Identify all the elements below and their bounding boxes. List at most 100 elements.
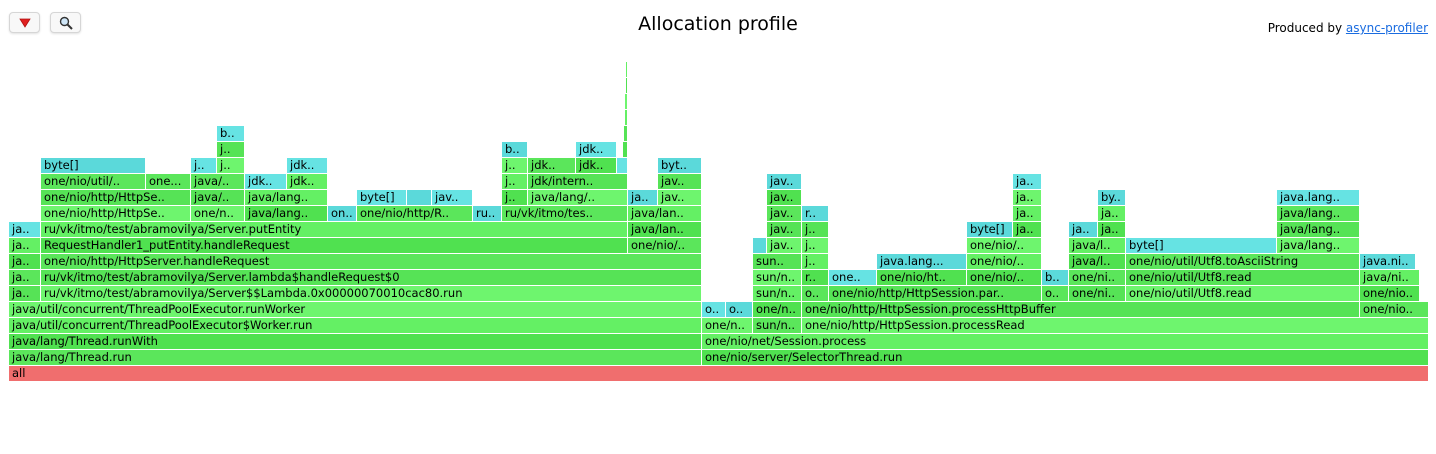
frame[interactable]: RequestHandler1_putEntity.handleRequest xyxy=(41,238,628,253)
frame-allocation[interactable]: ru.. xyxy=(473,206,502,221)
async-profiler-link[interactable]: async-profiler xyxy=(1345,21,1428,35)
frame[interactable]: java/lang.. xyxy=(245,190,328,205)
frame[interactable]: jav.. xyxy=(767,190,802,205)
frame[interactable]: ja.. xyxy=(9,270,41,285)
reverse-button[interactable] xyxy=(9,12,40,33)
frame-allocation[interactable] xyxy=(617,158,628,173)
frame[interactable] xyxy=(626,62,628,77)
frame[interactable]: one/nio/http/HttpSession.par.. xyxy=(829,286,1042,301)
frame[interactable]: one/nio/http/HttpSession.processHttpBuff… xyxy=(802,302,1360,317)
frame[interactable] xyxy=(623,142,628,157)
frame[interactable]: sun/n.. xyxy=(753,318,802,333)
frame[interactable]: java/ni.. xyxy=(1360,270,1420,285)
frame-allocation[interactable]: b.. xyxy=(217,126,245,141)
frame[interactable]: java/lang/.. xyxy=(528,190,628,205)
frame-allocation[interactable]: java.lang... xyxy=(877,254,967,269)
frame[interactable]: sun/n.. xyxy=(753,270,802,285)
frame-allocation[interactable]: jav.. xyxy=(767,174,802,189)
frame[interactable]: one/n.. xyxy=(702,318,753,333)
frame[interactable]: one/nio/net/Session.process xyxy=(702,334,1429,349)
frame[interactable]: one/nio/util/Utf8.read xyxy=(1126,270,1360,285)
frame[interactable]: one/n.. xyxy=(191,206,245,221)
frame[interactable]: one/nio/http/HttpServer.handleRequest xyxy=(41,254,702,269)
frame[interactable]: ja.. xyxy=(9,238,41,253)
frame-allocation[interactable]: b.. xyxy=(1042,270,1069,285)
frame[interactable]: jdk/intern.. xyxy=(528,174,628,189)
frame[interactable]: one/nio/.. xyxy=(967,238,1042,253)
frame-allocation[interactable]: byte[] xyxy=(41,158,146,173)
frame-allocation[interactable]: jdk.. xyxy=(287,158,328,173)
frame[interactable]: one/nio/.. xyxy=(628,238,702,253)
frame[interactable]: one/nio/util/.. xyxy=(41,174,146,189)
frame[interactable]: java/.. xyxy=(191,190,245,205)
frame-allocation[interactable]: ja.. xyxy=(1013,174,1042,189)
frame[interactable]: ja.. xyxy=(9,286,41,301)
frame[interactable]: one/nio/http/R.. xyxy=(357,206,473,221)
frame[interactable]: ja.. xyxy=(1013,190,1042,205)
search-button[interactable] xyxy=(50,12,81,33)
frame[interactable]: java/lang/Thread.runWith xyxy=(9,334,702,349)
frame[interactable]: jav.. xyxy=(767,206,802,221)
frame[interactable]: jav.. xyxy=(658,174,702,189)
frame[interactable]: java/lang.. xyxy=(245,206,328,221)
frame[interactable]: java/lan.. xyxy=(628,206,702,221)
frame[interactable]: one/n.. xyxy=(753,302,802,317)
frame[interactable]: one/nio/.. xyxy=(967,254,1042,269)
frame[interactable]: one/nio.. xyxy=(1360,302,1429,317)
frame[interactable]: java/lang/Thread.run xyxy=(9,350,702,365)
frame[interactable]: j.. xyxy=(217,158,245,173)
frame-allocation[interactable]: java.ni.. xyxy=(1360,254,1416,269)
frame-allocation[interactable]: byte[] xyxy=(1126,238,1277,253)
frame[interactable]: one/nio/util/Utf8.read xyxy=(1126,286,1360,301)
frame[interactable] xyxy=(626,78,628,93)
frame[interactable]: java/.. xyxy=(191,174,245,189)
frame[interactable]: java/util/concurrent/ThreadPoolExecutor.… xyxy=(9,302,702,317)
frame-allocation[interactable]: by.. xyxy=(1098,190,1126,205)
frame[interactable]: j.. xyxy=(502,174,528,189)
frame[interactable]: java/lang.. xyxy=(1277,206,1360,221)
frame[interactable]: j.. xyxy=(802,254,829,269)
frame-allocation[interactable]: b.. xyxy=(502,142,528,157)
frame[interactable]: one/nio/http/HttpSe.. xyxy=(41,206,191,221)
frame[interactable]: one/nio/server/SelectorThread.run xyxy=(702,350,1429,365)
frame[interactable]: jdk.. xyxy=(287,174,328,189)
frame[interactable]: java/l.. xyxy=(1069,238,1126,253)
frame[interactable]: j.. xyxy=(217,142,245,157)
frame-allocation[interactable]: o.. xyxy=(726,302,753,317)
frame[interactable]: one... xyxy=(146,174,191,189)
frame[interactable]: sun.. xyxy=(753,254,802,269)
frame[interactable]: jav.. xyxy=(658,190,702,205)
frame-root[interactable]: all xyxy=(9,366,1429,381)
frame[interactable]: j.. xyxy=(802,238,829,253)
frame-allocation[interactable]: on.. xyxy=(328,206,357,221)
frame-allocation[interactable]: one.. xyxy=(829,270,877,285)
frame[interactable]: one/ni.. xyxy=(1069,270,1126,285)
frame[interactable]: ru/vk/itmo/test/abramovilya/Server.lambd… xyxy=(41,270,702,285)
frame-allocation[interactable]: j.. xyxy=(191,158,217,173)
frame-allocation[interactable]: byte[] xyxy=(357,190,407,205)
frame[interactable]: one/nio/.. xyxy=(967,270,1042,285)
frame[interactable]: one/nio/util/Utf8.toAsciiString xyxy=(1126,254,1360,269)
frame-allocation[interactable]: java.lang.. xyxy=(1277,190,1360,205)
frame[interactable]: ja.. xyxy=(1098,222,1126,237)
frame[interactable]: one/ni.. xyxy=(1069,286,1126,301)
frame[interactable]: o.. xyxy=(1042,286,1069,301)
frame[interactable]: ja.. xyxy=(1013,222,1042,237)
frame[interactable]: one/nio/http/HttpSe.. xyxy=(41,190,191,205)
frame-allocation[interactable]: ja.. xyxy=(628,190,658,205)
frame[interactable]: java/lang.. xyxy=(1277,238,1360,253)
frame[interactable] xyxy=(624,126,628,141)
frame[interactable]: jdk.. xyxy=(528,158,576,173)
frame[interactable]: jav.. xyxy=(767,222,802,237)
frame[interactable]: ru/vk/itmo/tes.. xyxy=(502,206,628,221)
frame-allocation[interactable]: byt.. xyxy=(658,158,702,173)
frame[interactable]: one/nio/http/HttpSession.processRead xyxy=(802,318,1429,333)
frame[interactable]: ja.. xyxy=(1098,206,1126,221)
frame-allocation[interactable]: ja.. xyxy=(9,222,41,237)
frame[interactable]: jav.. xyxy=(767,238,802,253)
frame[interactable]: java/lan.. xyxy=(628,222,702,237)
frame-allocation[interactable]: jdk.. xyxy=(245,174,287,189)
frame[interactable]: java/util/concurrent/ThreadPoolExecutor$… xyxy=(9,318,702,333)
frame-allocation[interactable] xyxy=(407,190,432,205)
